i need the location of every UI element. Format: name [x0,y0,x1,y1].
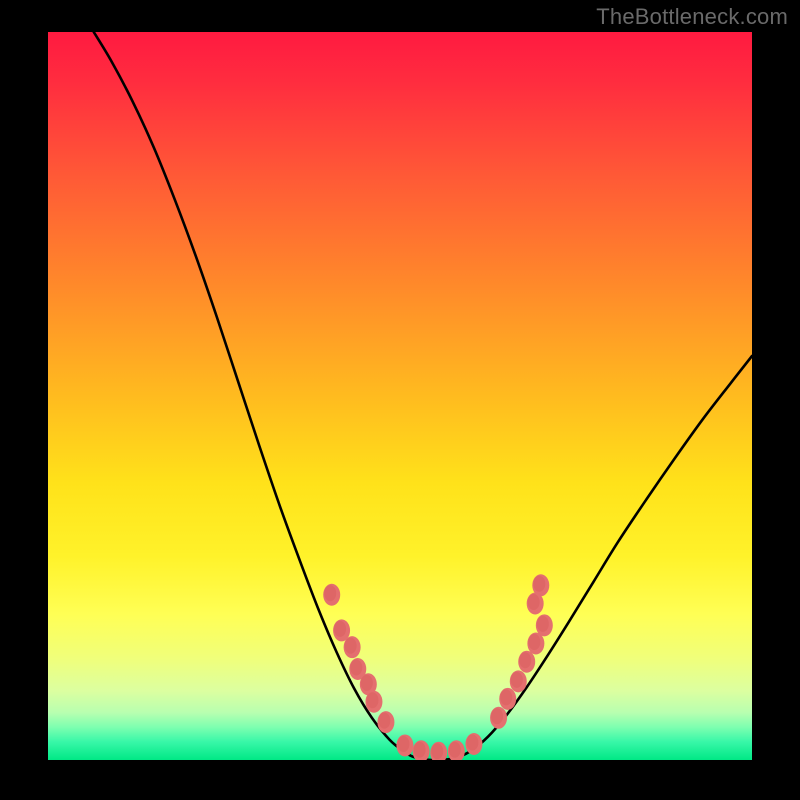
data-marker-overlay [537,616,549,632]
data-marker-overlay [500,689,512,705]
data-marker-overlay [528,594,540,610]
data-marker-overlay [511,672,523,688]
data-marker-overlay [414,742,426,758]
chart-container: { "watermark": { "text": "TheBottleneck.… [0,0,800,800]
data-marker-overlay [397,736,409,752]
data-marker-overlay [533,576,545,592]
data-marker-overlay [519,652,531,668]
data-marker-overlay [345,638,357,654]
data-marker-overlay [350,660,362,676]
data-marker-overlay [361,675,373,691]
data-marker-overlay [378,713,390,729]
data-marker-overlay [449,742,461,758]
data-marker-overlay [491,708,503,724]
chart-gradient-background [48,32,752,760]
bottleneck-curve-chart [0,0,800,800]
data-marker-overlay [334,621,346,637]
watermark-text: TheBottleneck.com [596,4,788,30]
data-marker-overlay [431,743,443,759]
data-marker-overlay [324,585,336,601]
data-marker-overlay [366,692,378,708]
data-marker-overlay [466,734,478,750]
data-marker-overlay [528,634,540,650]
